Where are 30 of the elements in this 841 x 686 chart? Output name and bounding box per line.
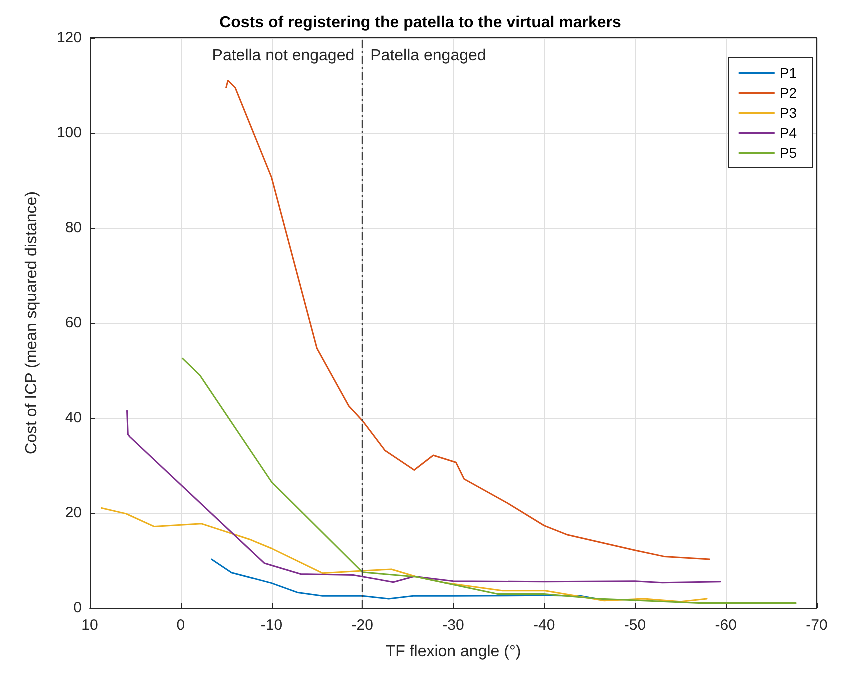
line-series bbox=[226, 80, 711, 560]
legend-label: P1 bbox=[780, 65, 798, 81]
x-tick-label: -40 bbox=[534, 617, 556, 634]
y-tick-label: 40 bbox=[65, 410, 82, 426]
annotation: Patella engaged bbox=[370, 48, 486, 64]
legend-label: P4 bbox=[780, 125, 798, 141]
y-tick-label: 120 bbox=[56, 30, 82, 46]
x-tick-label: -60 bbox=[715, 617, 737, 634]
y-tick-label: 80 bbox=[65, 220, 82, 236]
x-tick-label: 0 bbox=[176, 617, 186, 634]
y-tick-label: 60 bbox=[65, 314, 82, 332]
x-tick-label: -30 bbox=[442, 617, 464, 634]
x-axis-title: TF flexion angle (°) bbox=[386, 644, 522, 660]
x-tick-label: -50 bbox=[624, 617, 646, 634]
y-tick-label: 0 bbox=[74, 600, 82, 616]
x-tick-label: -70 bbox=[806, 617, 828, 634]
x-tick-label: -20 bbox=[352, 617, 374, 634]
line-series bbox=[126, 410, 722, 584]
x-tick-label: -10 bbox=[260, 617, 283, 634]
chart-title: Costs of registering the patella to the virtual markers bbox=[220, 14, 622, 32]
x-tick-label: 10 bbox=[82, 617, 98, 634]
line-series bbox=[182, 358, 797, 604]
legend-label: P3 bbox=[780, 105, 798, 121]
y-tick-label: 100 bbox=[56, 124, 82, 142]
annotation: Patella not engaged bbox=[212, 48, 355, 64]
y-axis-title: Cost of ICP (mean squared distance) bbox=[24, 192, 40, 454]
legend-label: P2 bbox=[780, 85, 798, 101]
legend-label: P5 bbox=[780, 145, 798, 161]
line-series bbox=[101, 508, 708, 603]
y-tick-label: 20 bbox=[65, 504, 82, 522]
